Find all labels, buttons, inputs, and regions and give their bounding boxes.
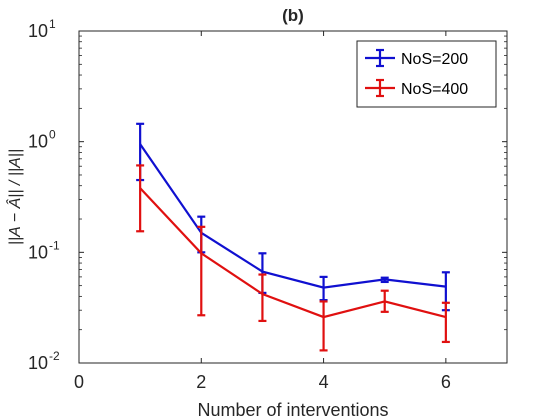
legend: NoS=200 NoS=400 <box>356 40 497 108</box>
legend-label: NoS=200 <box>401 51 468 68</box>
x-tick-label: 2 <box>196 372 206 392</box>
chart-title: (b) <box>282 6 304 25</box>
series-layer <box>136 122 450 352</box>
y-axis-label: ||A − Â|| / ||A|| <box>5 149 24 245</box>
y-tick-label: 10 <box>28 242 48 262</box>
legend-label: NoS=400 <box>401 81 468 98</box>
y-tick-exponent: -2 <box>49 349 60 363</box>
y-tick-exponent: 0 <box>49 128 56 142</box>
series-line-1 <box>139 143 446 289</box>
y-tick-exponent: -1 <box>49 238 60 252</box>
x-axis-label: Number of interventions <box>197 400 388 420</box>
series-line-2 <box>139 187 447 319</box>
y-tick-label: 10 <box>28 21 48 41</box>
x-tick-label: 6 <box>441 372 451 392</box>
x-tick-label: 4 <box>319 372 329 392</box>
y-tick-label: 10 <box>28 132 48 152</box>
y-tick-label: 10 <box>28 353 48 373</box>
x-tick-label: 0 <box>74 372 84 392</box>
y-tick-exponent: 1 <box>49 17 56 31</box>
